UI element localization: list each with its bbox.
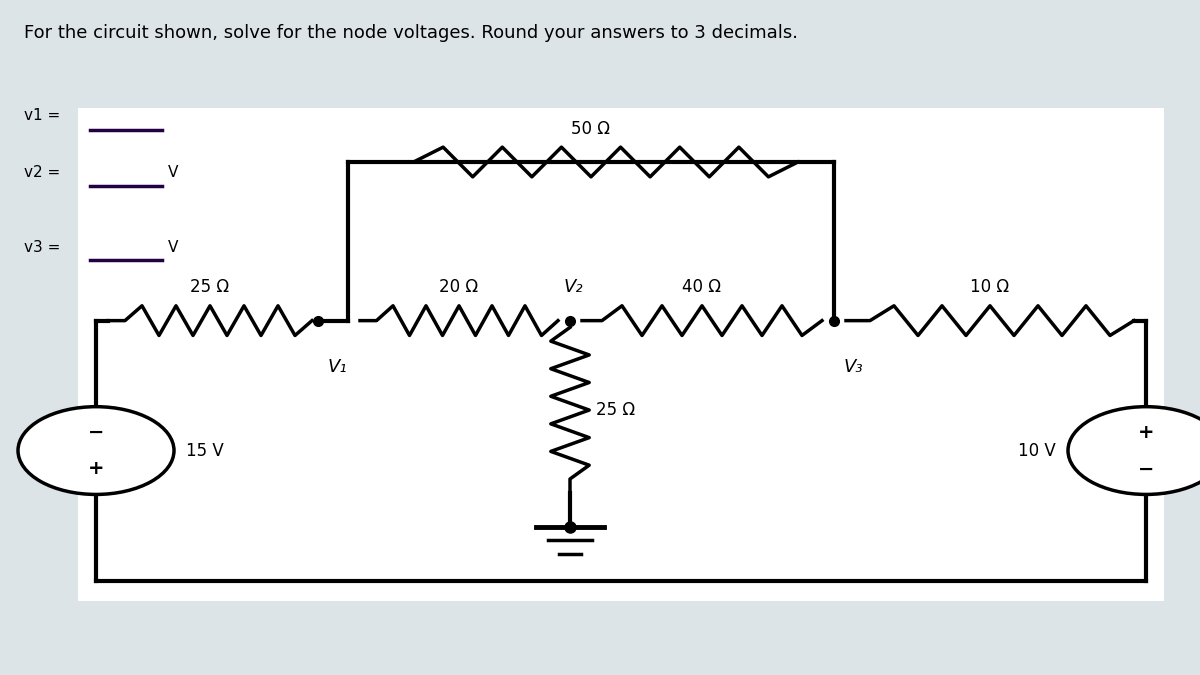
Text: v2 =: v2 = bbox=[24, 165, 60, 180]
Circle shape bbox=[18, 406, 174, 494]
Text: 10 Ω: 10 Ω bbox=[971, 277, 1009, 296]
Text: 25 Ω: 25 Ω bbox=[596, 401, 636, 419]
Text: +: + bbox=[88, 460, 104, 479]
Text: 40 Ω: 40 Ω bbox=[683, 277, 721, 296]
Text: V: V bbox=[168, 165, 179, 180]
Text: v3 =: v3 = bbox=[24, 240, 60, 254]
Text: V₁: V₁ bbox=[328, 358, 347, 376]
Text: V₂: V₂ bbox=[564, 277, 583, 296]
Text: V: V bbox=[168, 240, 179, 254]
Text: V₃: V₃ bbox=[844, 358, 863, 376]
Text: +: + bbox=[1138, 423, 1154, 441]
Text: 50 Ω: 50 Ω bbox=[571, 120, 611, 138]
Text: 25 Ω: 25 Ω bbox=[191, 277, 229, 296]
Circle shape bbox=[1068, 406, 1200, 494]
Text: For the circuit shown, solve for the node voltages. Round your answers to 3 deci: For the circuit shown, solve for the nod… bbox=[24, 24, 798, 42]
Text: 15 V: 15 V bbox=[186, 441, 223, 460]
Text: −: − bbox=[88, 423, 104, 441]
Text: 10 V: 10 V bbox=[1019, 441, 1056, 460]
Text: 20 Ω: 20 Ω bbox=[439, 277, 479, 296]
FancyBboxPatch shape bbox=[78, 108, 1164, 601]
Text: v1 =: v1 = bbox=[24, 108, 60, 123]
Text: −: − bbox=[1138, 460, 1154, 479]
